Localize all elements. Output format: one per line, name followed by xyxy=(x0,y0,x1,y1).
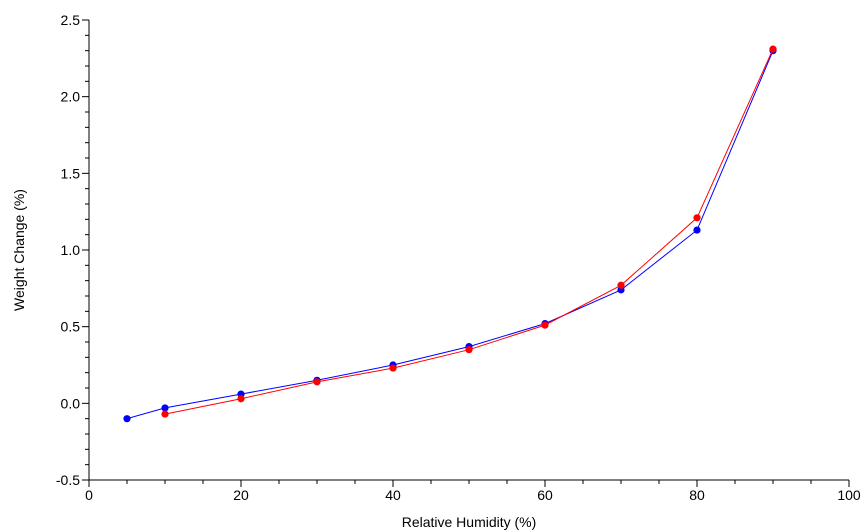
series-2-point xyxy=(161,410,169,418)
x-tick-label: 40 xyxy=(385,487,401,503)
series-1-point xyxy=(123,415,131,423)
x-tick-label: 0 xyxy=(85,487,93,503)
series-2-point xyxy=(237,395,245,403)
axes xyxy=(88,20,849,481)
series-2-line xyxy=(164,48,774,415)
series-1-point xyxy=(161,404,169,412)
y-tick-label: -0.5 xyxy=(56,472,80,488)
series-2-point xyxy=(465,346,473,354)
y-tick-label: 0.0 xyxy=(61,395,81,411)
series-2-point xyxy=(693,214,701,222)
y-tick-label: 2.0 xyxy=(61,89,81,105)
series-2-point xyxy=(313,378,321,386)
series-2-point xyxy=(541,321,549,329)
x-tick-label: 100 xyxy=(837,487,861,503)
y-tick-label: 2.5 xyxy=(61,12,81,28)
series-layer xyxy=(123,45,777,423)
ticks: -0.5 0.0 0.5 1.0 1.5 2.0 2.5 0 20 40 60 80 100 xyxy=(56,12,861,503)
series-1-point xyxy=(693,226,701,234)
x-tick-label: 20 xyxy=(233,487,249,503)
x-tick-label: 80 xyxy=(689,487,705,503)
series-2-point xyxy=(769,45,777,53)
y-axis-title: Weight Change (%) xyxy=(11,189,27,311)
x-axis-title: Relative Humidity (%) xyxy=(402,514,537,530)
y-tick-label: 1.0 xyxy=(61,242,81,258)
series-2-point xyxy=(389,364,397,372)
x-tick-label: 60 xyxy=(537,487,553,503)
y-tick-label: 0.5 xyxy=(61,319,81,335)
series-1-line xyxy=(126,50,774,420)
y-tick-label: 1.5 xyxy=(61,165,81,181)
series-2-point xyxy=(617,281,625,289)
